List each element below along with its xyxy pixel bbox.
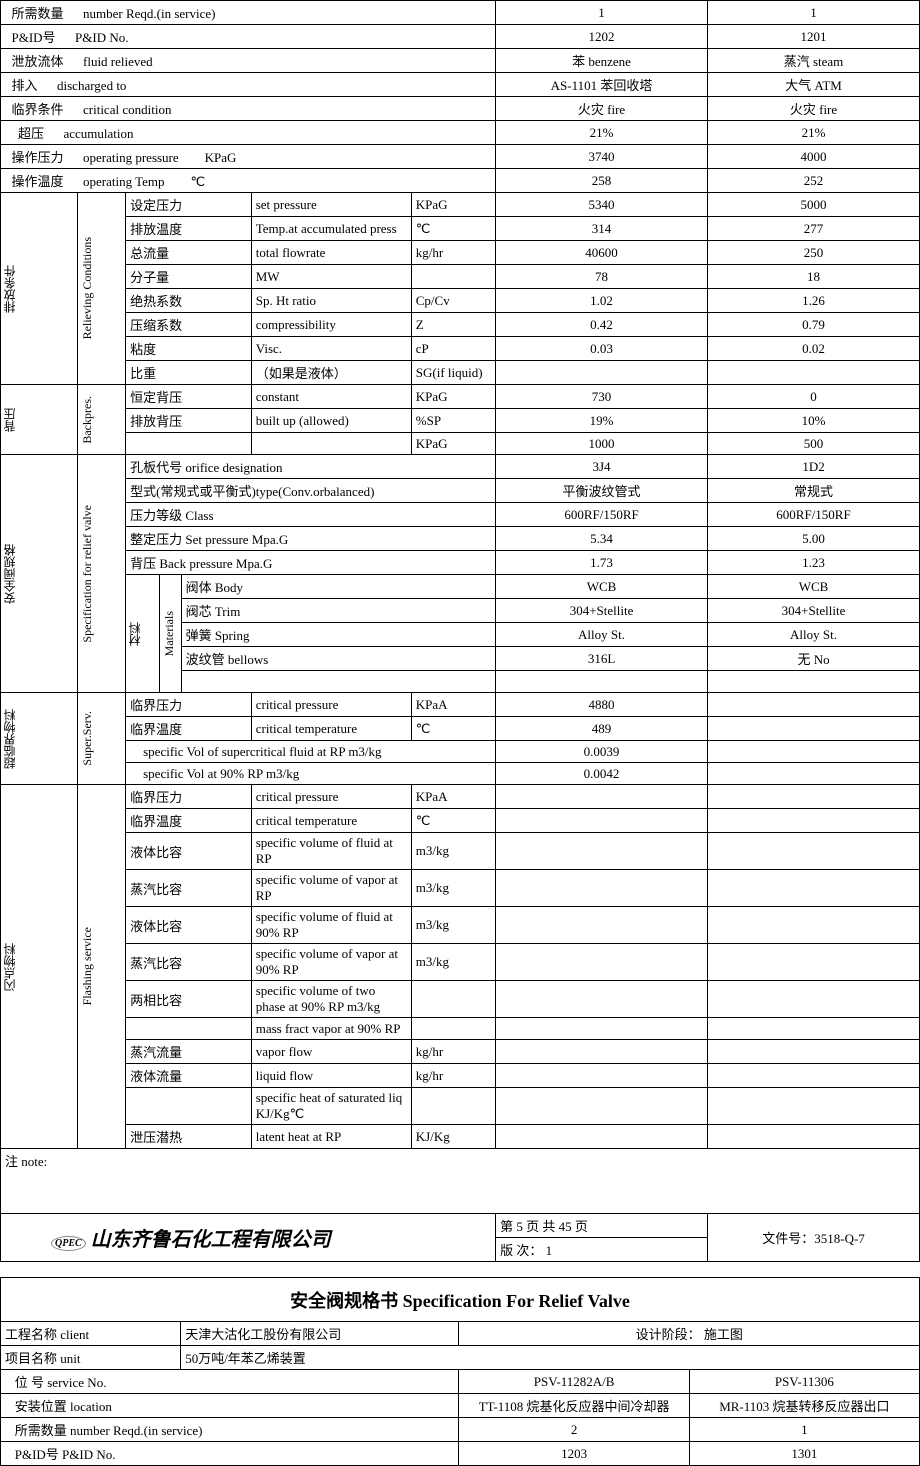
spec-row: 超压 accumulation21%21%: [1, 121, 920, 145]
spec-row: 排放温度Temp.at accumulated press℃314277: [1, 217, 920, 241]
company-logo: QPEC: [51, 1236, 86, 1251]
company-name: 山东齐鲁石化工程有限公司: [91, 1229, 331, 1251]
spec-row: 临界温度critical temperature℃489: [1, 717, 920, 741]
title-row: 安全阀规格书 Specification For Relief Valve: [1, 1278, 920, 1322]
spec-row: 项目名称 unit50万吨/年苯乙烯装置: [1, 1346, 920, 1370]
spec-row: 材料Materials阀体 BodyWCBWCB: [1, 575, 920, 599]
group-label-en: Specification for relief valve: [78, 501, 96, 647]
spec-row: 临界条件 critical condition火灾 fire火灾 fire: [1, 97, 920, 121]
spec-row: 型式(常规式或平衡式)type(Conv.orbalanced)平衡波纹管式常规…: [1, 479, 920, 503]
group-label-cn: 排放条件: [1, 261, 19, 317]
spec-row: 两相比容specific volume of two phase at 90% …: [1, 981, 920, 1018]
spec-row: 泄压潜热latent heat at RPKJ/Kg: [1, 1125, 920, 1149]
spec-row: 整定压力 Set pressure Mpa.G5.345.00: [1, 527, 920, 551]
spec-row: 分子量MW7818: [1, 265, 920, 289]
spec-row: KPaG1000500: [1, 433, 920, 455]
group-label-en: Relieving Conditions: [78, 233, 96, 343]
group-label-cn: 闪点物料: [1, 939, 19, 995]
group-label-cn: 背压: [1, 404, 19, 436]
spec-row: 比重（如果是液体）SG(if liquid): [1, 361, 920, 385]
spec-row: 超临界物料Super.Serv.临界压力critical pressureKPa…: [1, 693, 920, 717]
spec-row: 闪点物料Flashing service临界压力critical pressur…: [1, 785, 920, 809]
spec-row: P&ID号 P&ID No.12021201: [1, 25, 920, 49]
group-label-cn: 安全阀规格: [1, 540, 19, 608]
group-label-en: Super.Serv.: [78, 707, 96, 770]
spec-row: 背压Backpres.恒定背压constantKPaG7300: [1, 385, 920, 409]
spec-row: 操作压力 operating pressure KPaG37404000: [1, 145, 920, 169]
spec-row: 绝热系数Sp. Ht ratioCp/Cv1.021.26: [1, 289, 920, 313]
spec-row: 排入 discharged toAS-1101 苯回收塔大气 ATM: [1, 73, 920, 97]
spec-row: 操作温度 operating Temp ℃258252: [1, 169, 920, 193]
spec-row: 背压 Back pressure Mpa.G1.731.23: [1, 551, 920, 575]
spec-row: 所需数量 number Reqd.(in service)21: [1, 1418, 920, 1442]
spec-row: 排放背压built up (allowed)%SP19%10%: [1, 409, 920, 433]
materials-label-en: Materials: [160, 607, 178, 660]
spec-row: 液体流量liquid flowkg/hr: [1, 1064, 920, 1088]
spec-row: specific heat of saturated liq KJ/Kg℃: [1, 1088, 920, 1125]
spec-row: 泄放流体 fluid relieved苯 benzene蒸汽 steam: [1, 49, 920, 73]
footer-row: QPEC山东齐鲁石化工程有限公司第 5 页 共 45 页文件号：3518-Q-7: [1, 1214, 920, 1238]
group-label-en: Flashing service: [78, 923, 96, 1009]
spec-row: 压力等级 Class600RF/150RF600RF/150RF: [1, 503, 920, 527]
spec-row: 压缩系数compressibilityZ0.420.79: [1, 313, 920, 337]
spec-row: 蒸汽比容specific volume of vapor at RPm3/kg: [1, 870, 920, 907]
spec-row: 液体比容specific volume of fluid at 90% RPm3…: [1, 907, 920, 944]
group-label-cn: 超临界物料: [1, 705, 19, 773]
spec-row: 液体比容specific volume of fluid at RPm3/kg: [1, 833, 920, 870]
spec-row: P&ID号 P&ID No.12031301: [1, 1442, 920, 1466]
materials-label-cn: 材料: [126, 618, 144, 650]
group-label-en: Backpres.: [78, 392, 96, 448]
spec-row: 蒸汽流量 vapor flowkg/hr: [1, 1040, 920, 1064]
spec-row: 所需数量 number Reqd.(in service)11: [1, 1, 920, 25]
spec-row: 安装位置 locationTT-1108 烷基化反应器中间冷却器MR-1103 …: [1, 1394, 920, 1418]
spec-row: 粘度Visc.cP0.030.02: [1, 337, 920, 361]
spec-row: 临界温度critical temperature℃: [1, 809, 920, 833]
spec-row: 总流量total flowratekg/hr40600250: [1, 241, 920, 265]
spec-row: mass fract vapor at 90% RP: [1, 1018, 920, 1040]
spec-row: 蒸汽比容specific volume of vapor at 90% RPm3…: [1, 944, 920, 981]
spec-table-1: 所需数量 number Reqd.(in service)11 P&ID号 P&…: [0, 0, 920, 1262]
spec-row: 安全阀规格Specification for relief valve孔板代号 …: [1, 455, 920, 479]
spec-row: specific Vol at 90% RP m3/kg0.0042: [1, 763, 920, 785]
spec-row: 工程名称 client天津大沽化工股份有限公司设计阶段： 施工图: [1, 1322, 920, 1346]
spec-row: specific Vol of supercritical fluid at R…: [1, 741, 920, 763]
spec-row: 位 号 service No.PSV-11282A/BPSV-11306: [1, 1370, 920, 1394]
spec-table-2: 安全阀规格书 Specification For Relief Valve工程名…: [0, 1277, 920, 1466]
spec-row: 排放条件Relieving Conditions设定压力set pressure…: [1, 193, 920, 217]
note-row: 注 note:: [1, 1149, 920, 1214]
